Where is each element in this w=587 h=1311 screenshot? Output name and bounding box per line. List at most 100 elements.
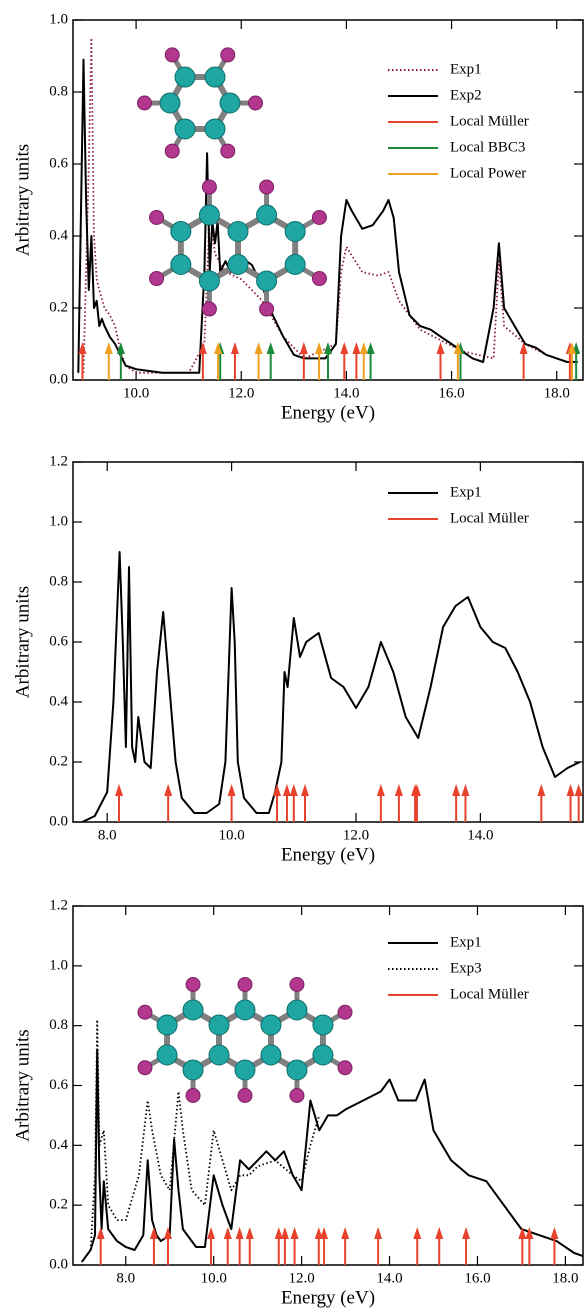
y-tick-label: 0.8 <box>49 83 68 99</box>
carbon-atom <box>171 255 191 275</box>
plot-area <box>78 38 580 380</box>
carbon-atom <box>175 119 195 139</box>
y-tick-label: 0.2 <box>49 299 68 315</box>
excitation-arrow <box>395 784 403 822</box>
page: 10.012.014.016.018.00.00.20.40.60.81.0En… <box>0 0 587 1311</box>
carbon-atom <box>157 1045 177 1065</box>
carbon-atom <box>257 205 277 225</box>
arrow-head <box>340 342 348 354</box>
arrow-head <box>352 342 360 354</box>
legend-label: Exp3 <box>450 960 482 976</box>
arrow-head <box>341 1227 349 1239</box>
data-line <box>84 38 578 373</box>
y-tick-label: 1.0 <box>49 513 68 529</box>
arrow-head <box>518 1227 526 1239</box>
figure: 10.012.014.016.018.00.00.20.40.60.81.0En… <box>0 0 587 1311</box>
y-tick-label: 0.4 <box>49 693 68 709</box>
hydrogen-atom <box>202 302 216 316</box>
arrow-head <box>301 784 309 796</box>
excitation-arrow <box>115 784 123 822</box>
y-tick-label: 1.2 <box>49 453 68 469</box>
y-tick-label: 0.6 <box>49 1077 68 1093</box>
excitation-arrow <box>413 1227 421 1265</box>
hydrogen-atom <box>260 180 274 194</box>
carbon-atom <box>205 67 225 87</box>
arrow-head <box>273 784 281 796</box>
carbon-atom <box>313 1015 333 1035</box>
excitation-arrow <box>340 342 348 380</box>
excitation-arrow <box>461 784 469 822</box>
excitation-arrow <box>462 1227 470 1265</box>
hydrogen-atom <box>165 48 179 62</box>
y-tick-label: 0.0 <box>49 813 68 829</box>
arrow-head <box>377 784 385 796</box>
excitation-arrow <box>246 1227 254 1265</box>
excitation-arrow <box>301 784 309 822</box>
arrow-head <box>461 784 469 796</box>
legend-label: Local Müller <box>450 510 529 526</box>
excitation-arrow <box>105 342 113 380</box>
excitation-arrow <box>320 1227 328 1265</box>
legend-label: Exp1 <box>450 484 482 500</box>
arrow-head <box>236 1227 244 1239</box>
x-tick-label: 10.0 <box>201 1270 227 1286</box>
molecule <box>138 48 263 158</box>
carbon-atom <box>285 222 305 242</box>
arrow-head <box>360 342 368 354</box>
arrow-head <box>367 342 375 354</box>
arrow-head <box>395 784 403 796</box>
x-tick-label: 14.0 <box>467 827 493 843</box>
hydrogen-atom <box>290 1089 304 1103</box>
excitation-arrow <box>273 784 281 822</box>
hydrogen-atom <box>312 272 326 286</box>
carbon-atom <box>183 1060 203 1080</box>
y-axis-label: Arbitrary units <box>12 1029 33 1141</box>
y-tick-label: 1.0 <box>49 11 68 27</box>
arrow-head <box>115 784 123 796</box>
x-tick-label: 12.0 <box>228 385 254 401</box>
x-axis-label: Energy (eV) <box>281 1287 375 1308</box>
arrow-head <box>374 1227 382 1239</box>
hydrogen-atom <box>221 48 235 62</box>
arrow-head <box>315 342 323 354</box>
arrow-head <box>283 784 291 796</box>
excitation-arrow <box>435 1227 443 1265</box>
arrow-head <box>575 784 583 796</box>
excitation-arrow <box>231 342 239 380</box>
excitation-arrow <box>300 342 308 380</box>
data-line <box>82 1050 583 1262</box>
hydrogen-atom <box>290 978 304 992</box>
carbon-atom <box>205 119 225 139</box>
carbon-atom <box>220 93 240 113</box>
hydrogen-atom <box>150 210 164 224</box>
plot-area <box>82 552 582 822</box>
excitation-arrow <box>520 342 528 380</box>
y-tick-label: 0.8 <box>49 1017 68 1033</box>
y-tick-label: 0.2 <box>49 753 68 769</box>
hydrogen-atom <box>138 96 152 110</box>
molecule <box>150 180 327 316</box>
hydrogen-atom <box>186 978 200 992</box>
excitation-arrow <box>283 784 291 822</box>
x-axis-label: Energy (eV) <box>281 844 375 865</box>
arrow-head <box>246 1227 254 1239</box>
y-tick-label: 0.8 <box>49 573 68 589</box>
arrow-head <box>324 342 332 354</box>
carbon-atom <box>209 1045 229 1065</box>
x-tick-label: 14.0 <box>333 385 359 401</box>
y-tick-label: 0.6 <box>49 633 68 649</box>
arrow-head <box>300 342 308 354</box>
hydrogen-atom <box>238 978 252 992</box>
excitation-arrow <box>567 784 575 822</box>
x-tick-label: 14.0 <box>376 1270 402 1286</box>
excitation-arrow <box>324 342 332 380</box>
excitation-arrow <box>374 1227 382 1265</box>
arrow-head <box>437 342 445 354</box>
arrow-head <box>228 784 236 796</box>
arrow-head <box>291 1227 299 1239</box>
y-axis-label: Arbitrary units <box>12 144 33 256</box>
y-tick-label: 0.0 <box>49 371 68 387</box>
excitation-arrow <box>315 342 323 380</box>
x-axis-label: Energy (eV) <box>281 402 375 423</box>
excitation-arrow <box>275 1227 283 1265</box>
